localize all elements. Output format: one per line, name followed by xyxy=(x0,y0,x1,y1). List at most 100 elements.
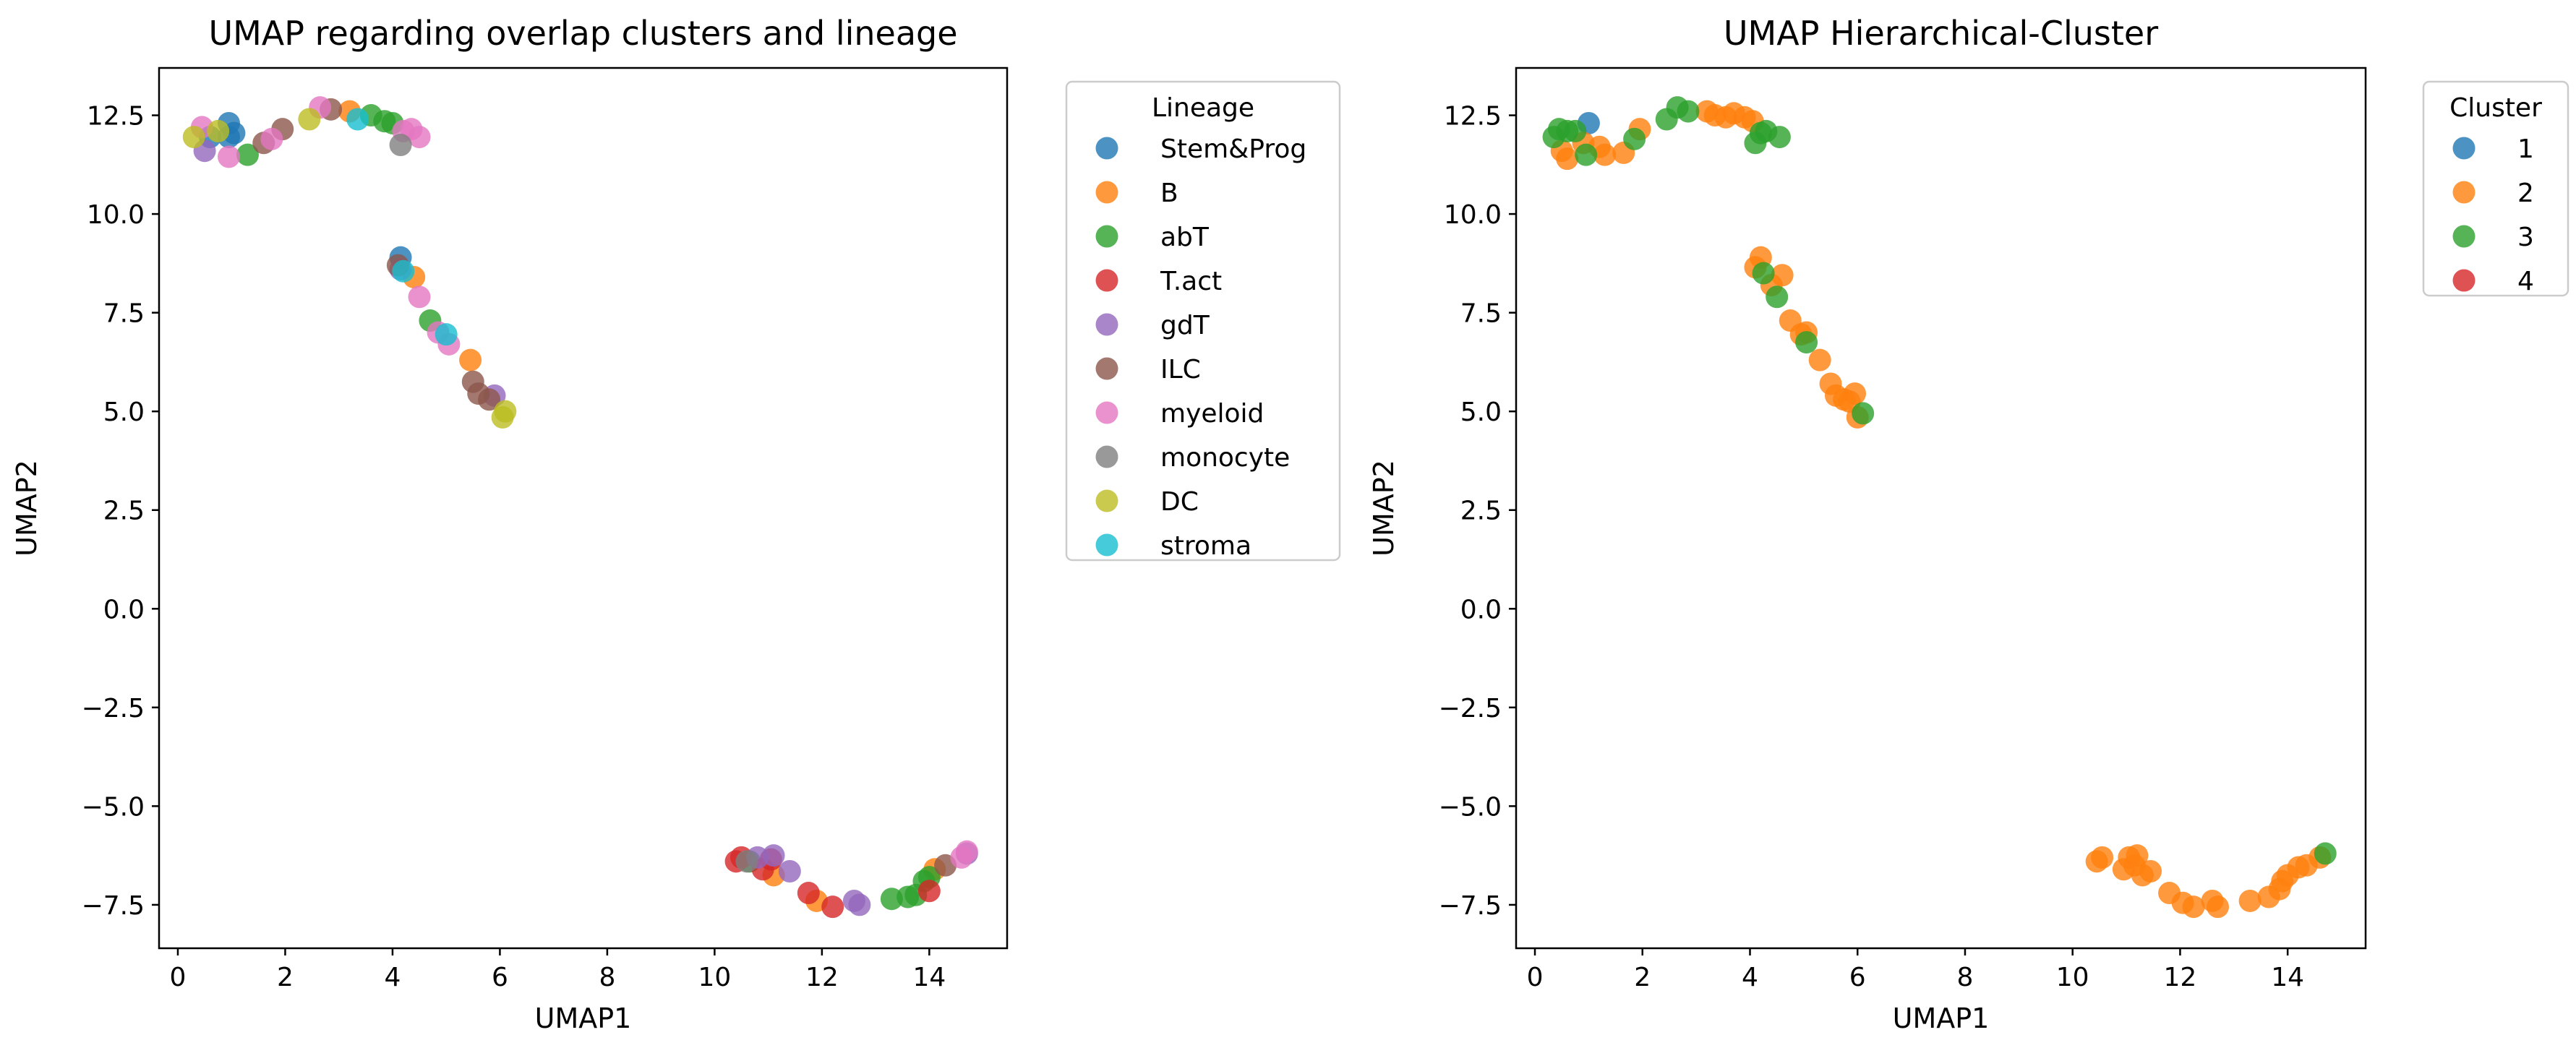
data-point-2 xyxy=(1808,348,1831,371)
data-point-3 xyxy=(1768,126,1791,149)
y-tick-label: 10.0 xyxy=(87,200,145,230)
legend-title: Lineage xyxy=(1152,93,1254,123)
legend-title: Cluster xyxy=(2449,93,2542,123)
y-tick-label: −7.5 xyxy=(82,891,145,921)
x-tick-label: 4 xyxy=(384,963,401,992)
legend-label: monocyte xyxy=(1160,443,1290,473)
legend-label: 3 xyxy=(2517,223,2534,252)
y-axis-label: UMAP2 xyxy=(1368,460,1400,557)
x-tick-label: 2 xyxy=(277,963,294,992)
data-point-3 xyxy=(1575,143,1598,166)
legend-marker xyxy=(1095,401,1118,424)
data-point-ilc xyxy=(478,388,501,411)
y-tick-label: −2.5 xyxy=(82,694,145,723)
data-point-dc xyxy=(207,119,230,142)
legend-marker xyxy=(1095,445,1118,468)
data-point-3 xyxy=(1795,331,1818,354)
data-point-stroma xyxy=(346,108,369,131)
lineage-umap-panel: UMAP regarding overlap clusters and line… xyxy=(11,14,1341,1034)
legend-marker xyxy=(2452,181,2476,204)
legend-marker xyxy=(1095,357,1118,380)
y-axis-label: UMAP2 xyxy=(11,460,43,557)
legend-marker xyxy=(1095,225,1118,248)
data-point-2 xyxy=(1556,147,1579,171)
legend-label: DC xyxy=(1160,487,1199,517)
x-tick-label: 6 xyxy=(492,963,508,992)
legend-marker xyxy=(1095,313,1118,336)
legend-label: T.act xyxy=(1160,267,1222,296)
x-axis-label: UMAP1 xyxy=(1893,1002,1990,1034)
data-point-2 xyxy=(2182,895,2205,919)
y-tick-label: −5.0 xyxy=(82,792,145,822)
x-tick-label: 12 xyxy=(805,963,839,992)
data-point-3 xyxy=(1766,285,1789,309)
y-tick-label: −5.0 xyxy=(1439,792,1502,822)
data-point-3 xyxy=(2314,842,2337,865)
data-point-3 xyxy=(1752,262,1775,285)
y-tick-label: −7.5 xyxy=(1439,891,1502,921)
y-tick-label: 0.0 xyxy=(103,595,145,624)
data-point-stroma xyxy=(435,323,458,346)
data-point-t-act xyxy=(917,880,941,903)
data-point-dc xyxy=(494,400,517,423)
data-point-t-act xyxy=(821,895,844,919)
data-point-b xyxy=(459,348,482,371)
legend-marker xyxy=(1095,137,1118,160)
legend-marker xyxy=(1095,269,1118,292)
x-tick-label: 8 xyxy=(1957,963,1974,992)
y-tick-label: 7.5 xyxy=(103,299,145,329)
legend-marker xyxy=(2452,269,2476,292)
x-tick-label: 14 xyxy=(912,963,946,992)
data-point-2 xyxy=(2139,859,2162,882)
data-point-gdt xyxy=(778,859,801,882)
x-tick-label: 4 xyxy=(1742,963,1758,992)
legend-label: 2 xyxy=(2517,179,2534,208)
y-tick-label: 0.0 xyxy=(1460,595,1502,624)
data-point-monocyte xyxy=(735,850,758,873)
legend-box xyxy=(1065,80,1341,562)
data-point-myeloid xyxy=(260,127,283,150)
legend-label: abT xyxy=(1160,223,1210,252)
y-tick-label: 7.5 xyxy=(1460,299,1502,329)
data-point-2 xyxy=(1593,143,1617,166)
legend-label: stroma xyxy=(1160,531,1251,561)
data-point-myeloid xyxy=(408,126,431,149)
y-tick-label: 5.0 xyxy=(103,398,145,427)
x-tick-label: 10 xyxy=(2056,963,2089,992)
x-tick-label: 12 xyxy=(2164,963,2197,992)
x-tick-label: 6 xyxy=(1849,963,1866,992)
x-tick-label: 2 xyxy=(1634,963,1651,992)
plot-frame xyxy=(158,66,1009,950)
data-point-stroma xyxy=(392,259,415,283)
legend-marker xyxy=(1095,181,1118,204)
x-tick-label: 14 xyxy=(2271,963,2304,992)
x-tick-label: 0 xyxy=(170,963,187,992)
data-point-2 xyxy=(1771,264,1794,287)
legend-marker xyxy=(1095,533,1118,557)
data-point-t-act xyxy=(797,882,820,905)
data-point-monocyte xyxy=(389,134,412,157)
data-point-2 xyxy=(1844,382,1867,405)
data-point-myeloid xyxy=(408,285,431,309)
legend-marker xyxy=(2452,137,2476,160)
x-axis-label: UMAP1 xyxy=(535,1002,632,1034)
data-point-myeloid xyxy=(218,145,241,168)
data-point-3 xyxy=(1623,127,1646,150)
data-point-gdt xyxy=(848,893,871,916)
data-point-myeloid xyxy=(955,840,978,863)
chart-title: UMAP Hierarchical-Cluster xyxy=(1724,14,2158,53)
legend-label: ILC xyxy=(1160,355,1201,385)
data-point-2 xyxy=(2206,895,2229,919)
data-point-abt xyxy=(236,143,259,166)
data-point-2 xyxy=(2091,846,2114,869)
data-point-dc xyxy=(298,108,321,131)
y-tick-label: 10.0 xyxy=(1444,200,1502,230)
legend-label: gdT xyxy=(1160,311,1210,340)
data-point-2 xyxy=(2238,889,2262,912)
legend-label: 4 xyxy=(2517,267,2534,296)
legend-label: 1 xyxy=(2517,134,2534,164)
y-tick-label: 12.5 xyxy=(1444,102,1502,132)
x-tick-label: 0 xyxy=(1527,963,1544,992)
